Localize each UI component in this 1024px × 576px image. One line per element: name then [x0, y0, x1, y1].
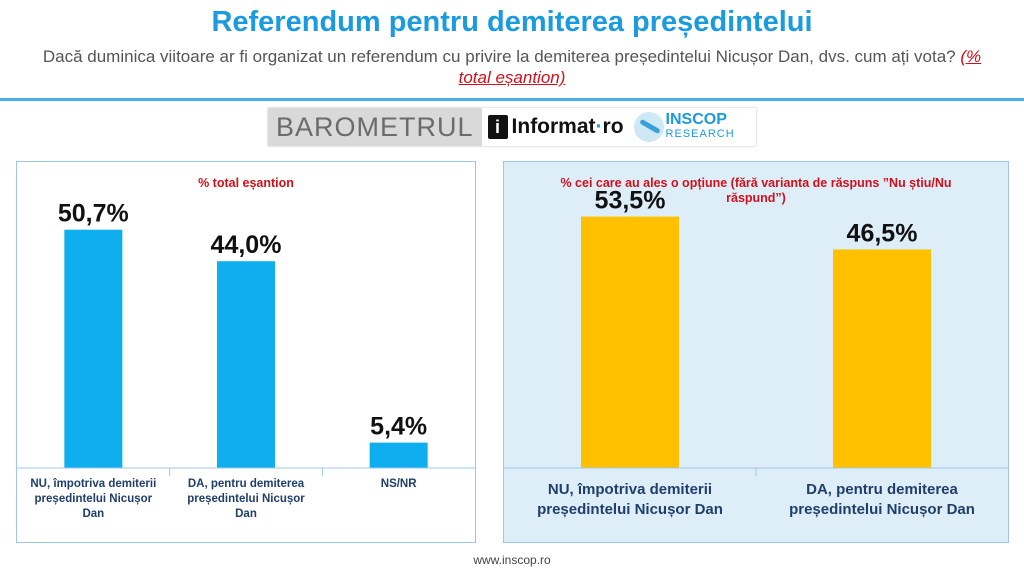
- category-label-line: DA, pentru demiterea: [188, 478, 305, 490]
- bar: [217, 261, 275, 468]
- bar: [581, 216, 679, 468]
- inscop-logo: INSCOP RESEARCH: [633, 111, 735, 142]
- bar-chart-options: 53,5% NU, împotriva demiterii președintelu…: [504, 187, 1008, 518]
- category-label-line: președintelui Nicușor Dan: [537, 501, 723, 518]
- category-label: DA, pentru demiterea președintelui Nicușo…: [789, 481, 975, 518]
- page-title: Referendum pentru demiterea președintelu…: [211, 6, 813, 38]
- bar: [369, 442, 428, 468]
- subtitle-question: Dacă duminica viitoare ar fi organizat u…: [42, 47, 956, 66]
- page-subtitle: Dacă duminica viitoare ar fi organizat u…: [40, 46, 984, 88]
- barometer-logo-text: BAROMETRUL: [268, 108, 482, 146]
- category-label-line: Dan: [235, 508, 257, 520]
- category-label-line: NU, împotriva demiterii: [548, 481, 712, 498]
- category-label-line: NS/NR: [381, 478, 417, 490]
- informat-dot: ·: [595, 115, 603, 138]
- bar-value-label: 53,5%: [595, 187, 666, 215]
- informat-name: Informat: [511, 115, 596, 138]
- bar-value-label: 46,5%: [847, 219, 918, 247]
- inscop-name: INSCOP: [665, 111, 727, 128]
- chart-panel-total: % total eșantion 50,7% NU, împotriva demi…: [16, 161, 476, 543]
- bar: [64, 229, 123, 468]
- chart-title-total: % total eșantion: [198, 176, 294, 190]
- category-label: NS/NR: [381, 478, 417, 490]
- inscop-subname: RESEARCH: [665, 128, 735, 140]
- informat-icon: i: [487, 115, 508, 139]
- bar: [833, 249, 931, 468]
- footer-url: www.inscop.ro: [473, 553, 551, 567]
- category-label-line: președintelui Nicușor: [187, 493, 305, 505]
- category-label: NU, împotriva demiterii președintelui Nic…: [537, 481, 723, 518]
- category-label-line: DA, pentru demiterea: [806, 481, 958, 498]
- category-label-line: NU, împotriva demiterii: [30, 478, 156, 490]
- category-label-line: președintelui Nicușor: [35, 493, 153, 505]
- informat-tld: ro: [602, 115, 624, 138]
- subtitle-highlight: (% total eșantion): [458, 47, 982, 87]
- bars-group: [581, 216, 931, 468]
- header-divider: [0, 98, 1024, 101]
- bar-chart-total: 50,7% NU, împotriva demiterii președintelu…: [17, 200, 475, 520]
- category-label-line: președintelui Nicușor Dan: [789, 501, 975, 518]
- category-label: NU, împotriva demiterii președintelui Nic…: [30, 478, 156, 520]
- bar-value-label: 50,7%: [58, 200, 129, 228]
- chart-panel-options: % cei care au ales o opțiune (fără varia…: [503, 161, 1009, 543]
- category-label: DA, pentru demiterea președintelui Nicușo…: [187, 478, 305, 520]
- partner-logo-banner: BAROMETRUL i Informat · ro INSCOP RESEARCH: [268, 108, 756, 146]
- bars-group: [64, 229, 428, 468]
- informat-logo: i Informat · ro: [487, 115, 624, 139]
- category-label-line: Dan: [82, 508, 104, 520]
- inscop-icon: [633, 112, 664, 142]
- bar-value-label: 44,0%: [211, 231, 282, 259]
- chart-title-options: % cei care au ales o opțiune (fără varia…: [560, 176, 952, 205]
- bar-value-label: 5,4%: [370, 413, 427, 441]
